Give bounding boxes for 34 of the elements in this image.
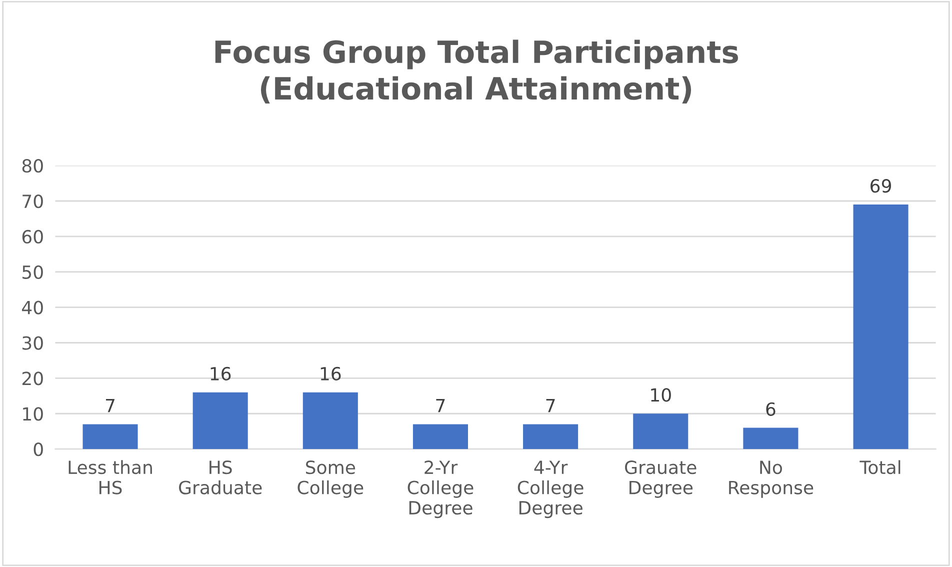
bar bbox=[302, 392, 358, 450]
x-tick-label: Grauate Degree bbox=[625, 460, 696, 498]
data-label: 16 bbox=[320, 366, 341, 381]
data-label: 16 bbox=[210, 366, 231, 381]
data-label: 7 bbox=[106, 399, 114, 412]
data-label: 7 bbox=[546, 399, 555, 412]
y-tick-label: 40 bbox=[22, 300, 43, 314]
bar bbox=[192, 392, 248, 450]
y-tick-label: 60 bbox=[22, 230, 43, 244]
bar bbox=[412, 424, 468, 450]
y-tick-label: 70 bbox=[22, 194, 43, 208]
bar bbox=[633, 414, 688, 450]
x-tick-label: No Response bbox=[729, 460, 814, 498]
data-label: 69 bbox=[870, 179, 891, 193]
data-label: 6 bbox=[766, 402, 776, 416]
x-tick-label: 4-Yr College Degree bbox=[518, 460, 584, 518]
x-tick-label: HS Graduate bbox=[179, 460, 262, 494]
y-tick-label: 20 bbox=[22, 372, 43, 386]
x-tick-label: Some College bbox=[298, 460, 364, 498]
bar bbox=[853, 204, 908, 450]
data-label: 10 bbox=[651, 388, 671, 402]
x-tick-label: Less than HS bbox=[68, 460, 152, 494]
y-tick-label: 80 bbox=[22, 159, 43, 173]
y-tick-label: 10 bbox=[23, 407, 43, 421]
x-tick-label: Total bbox=[860, 460, 900, 474]
y-tick-label: 50 bbox=[22, 265, 43, 279]
y-tick-label: 0 bbox=[34, 442, 43, 456]
bar bbox=[743, 428, 798, 450]
chart-title: Focus Group Total Participants (Educational Attainment) bbox=[215, 40, 738, 104]
bar bbox=[523, 424, 578, 450]
y-tick-label: 30 bbox=[22, 336, 43, 350]
x-tick-label: 2-Yr College Degree bbox=[408, 460, 474, 518]
data-label: 7 bbox=[436, 399, 445, 412]
bar bbox=[82, 424, 138, 450]
